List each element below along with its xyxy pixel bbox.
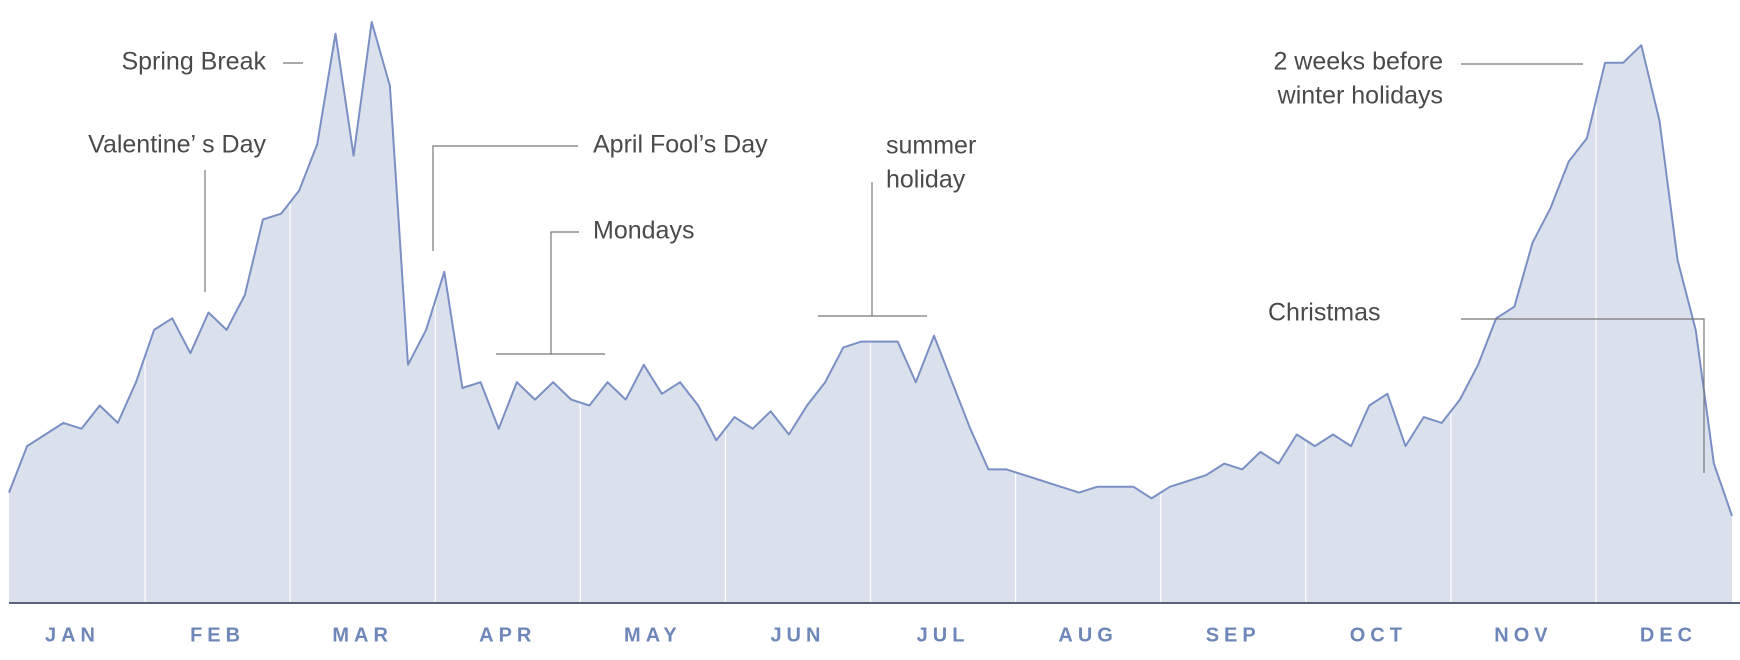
line	[8, 21, 1733, 517]
area	[9, 22, 1732, 603]
x-tick-label: JUL	[917, 624, 970, 646]
annotation: Spring Break	[121, 48, 266, 76]
annotation: 2 weeks before	[1273, 48, 1443, 76]
x-tick-label: DEC	[1640, 624, 1697, 646]
x-tick-label: NOV	[1494, 624, 1552, 646]
annotation: Christmas	[1268, 299, 1381, 327]
x-tick-label: MAR	[332, 624, 393, 646]
x-tick-label: FEB	[190, 624, 245, 646]
x-tick-label: JAN	[45, 624, 100, 646]
leader	[432, 145, 578, 251]
x-tick-label: MAY	[624, 624, 682, 646]
x-tick-label: OCT	[1350, 624, 1407, 646]
leaders	[204, 62, 1705, 473]
x-tick-label: APR	[479, 624, 536, 646]
leader	[496, 231, 605, 355]
annotation: April Fool’s Day	[593, 131, 768, 159]
leader	[818, 182, 927, 317]
x-tick-label: AUG	[1058, 624, 1117, 646]
annotation: winter holidays	[1277, 82, 1443, 110]
annotation: holiday	[886, 166, 966, 194]
annotation: summer	[886, 132, 976, 160]
x-tick-label: SEP	[1206, 624, 1261, 646]
x-tick-label: JUN	[770, 624, 825, 646]
annotation: Valentine’ s Day	[88, 131, 266, 159]
plot: JAN FEB MAR APR MAY JUN JUL AUG SEP OCT NOV DEC	[8, 21, 1740, 646]
leader	[1461, 318, 1705, 473]
annotation: Mondays	[593, 217, 694, 245]
